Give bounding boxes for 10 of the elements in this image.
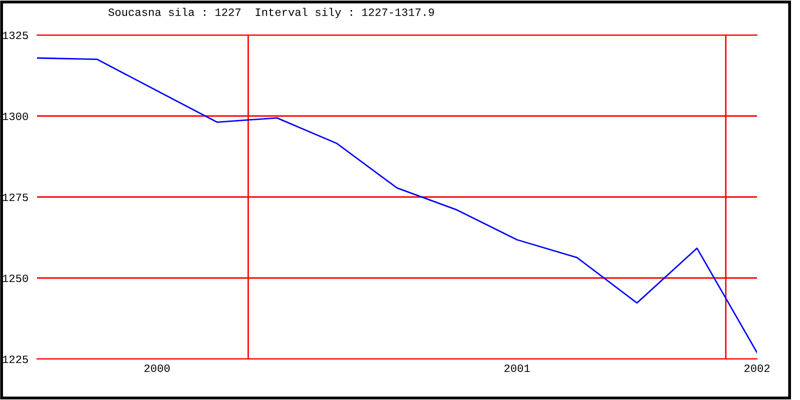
x-tick-label: 2000 xyxy=(144,364,170,372)
y-tick-label: 1300 xyxy=(2,112,28,120)
y-tick-label: 1225 xyxy=(2,356,28,364)
x-tick-label: 2002 xyxy=(744,364,770,372)
x-tick-label: 2001 xyxy=(504,364,530,372)
y-tick-label: 1250 xyxy=(2,274,28,282)
line-series xyxy=(37,57,757,354)
chart-title: Soucasna sila : 1227 Interval sily : 1227-1317.9 xyxy=(108,8,434,18)
y-tick-label: 1325 xyxy=(2,32,28,40)
y-tick-label: 1275 xyxy=(2,194,28,202)
